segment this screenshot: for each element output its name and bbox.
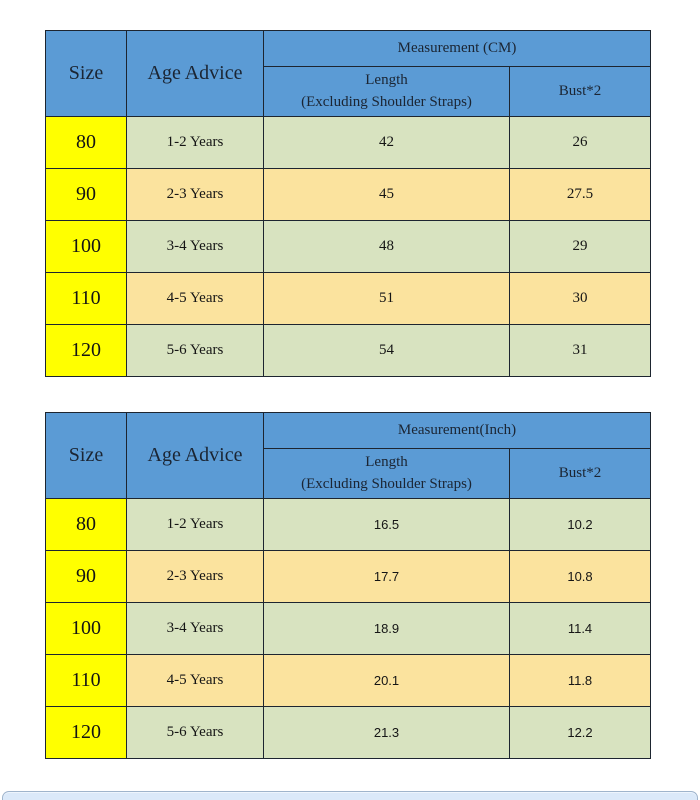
age-cell: 2-3 Years (126, 550, 264, 603)
length-cell: 42 (263, 116, 510, 169)
size-chart-table-inch: Size Age Advice Measurement(Inch) Length… (45, 412, 651, 759)
bust-cell: 29 (509, 220, 651, 273)
table-row: 90 2-3 Years 45 27.5 (45, 168, 651, 221)
length-label: Length (365, 71, 408, 88)
column-header-size: Size (45, 412, 127, 499)
size-cell: 120 (45, 706, 127, 759)
length-cell: 45 (263, 168, 510, 221)
length-cell: 17.7 (263, 550, 510, 603)
table-body-cm: 80 1-2 Years 42 26 90 2-3 Years 45 27.5 100 3-4 Y… (45, 116, 651, 377)
size-cell: 100 (45, 602, 127, 655)
size-cell: 100 (45, 220, 127, 273)
length-cell: 21.3 (263, 706, 510, 759)
age-cell: 3-4 Years (126, 220, 264, 273)
table-row: 110 4-5 Years 20.1 11.8 (45, 654, 651, 707)
bust-cell: 26 (509, 116, 651, 169)
bust-cell: 27.5 (509, 168, 651, 221)
column-header-length: Length (Excluding Shoulder Straps) (263, 448, 510, 499)
bust-cell: 11.4 (509, 602, 651, 655)
size-cell: 120 (45, 324, 127, 377)
column-header-measurement-inch: Measurement(Inch) (263, 412, 651, 449)
table-row: 110 4-5 Years 51 30 (45, 272, 651, 325)
bust-cell: 31 (509, 324, 651, 377)
age-cell: 5-6 Years (126, 706, 264, 759)
length-cell: 54 (263, 324, 510, 377)
size-cell: 110 (45, 654, 127, 707)
size-cell: 80 (45, 116, 127, 169)
table-row: 120 5-6 Years 54 31 (45, 324, 651, 377)
bust-cell: 12.2 (509, 706, 651, 759)
table-body-inch: 80 1-2 Years 16.5 10.2 90 2-3 Years 17.7 10.8 10… (45, 498, 651, 759)
length-label: Length (365, 453, 408, 470)
length-cell: 48 (263, 220, 510, 273)
column-header-length: Length (Excluding Shoulder Straps) (263, 66, 510, 117)
age-cell: 5-6 Years (126, 324, 264, 377)
bust-cell: 10.2 (509, 498, 651, 551)
length-cell: 16.5 (263, 498, 510, 551)
page-section-divider-panel-edge (2, 791, 698, 800)
size-cell: 90 (45, 168, 127, 221)
length-cell: 20.1 (263, 654, 510, 707)
size-chart-table-cm: Size Age Advice Measurement (CM) Length … (45, 30, 651, 377)
age-cell: 2-3 Years (126, 168, 264, 221)
age-cell: 1-2 Years (126, 116, 264, 169)
column-header-bust: Bust*2 (509, 448, 651, 499)
table-row: 80 1-2 Years 42 26 (45, 116, 651, 169)
table-row: 100 3-4 Years 48 29 (45, 220, 651, 273)
bust-cell: 30 (509, 272, 651, 325)
age-cell: 4-5 Years (126, 654, 264, 707)
bust-cell: 10.8 (509, 550, 651, 603)
table-row: 90 2-3 Years 17.7 10.8 (45, 550, 651, 603)
length-note: (Excluding Shoulder Straps) (301, 93, 472, 110)
table-header-inch: Size Age Advice Measurement(Inch) Length… (45, 412, 651, 499)
table-header-cm: Size Age Advice Measurement (CM) Length … (45, 30, 651, 117)
column-header-bust: Bust*2 (509, 66, 651, 117)
length-cell: 51 (263, 272, 510, 325)
size-cell: 80 (45, 498, 127, 551)
bust-cell: 11.8 (509, 654, 651, 707)
table-row: 80 1-2 Years 16.5 10.2 (45, 498, 651, 551)
length-cell: 18.9 (263, 602, 510, 655)
age-cell: 4-5 Years (126, 272, 264, 325)
age-cell: 1-2 Years (126, 498, 264, 551)
length-note: (Excluding Shoulder Straps) (301, 475, 472, 492)
table-row: 120 5-6 Years 21.3 12.2 (45, 706, 651, 759)
size-cell: 90 (45, 550, 127, 603)
age-cell: 3-4 Years (126, 602, 264, 655)
column-header-measurement-cm: Measurement (CM) (263, 30, 651, 67)
column-header-size: Size (45, 30, 127, 117)
column-header-age-advice: Age Advice (126, 30, 264, 117)
table-row: 100 3-4 Years 18.9 11.4 (45, 602, 651, 655)
size-cell: 110 (45, 272, 127, 325)
column-header-age-advice: Age Advice (126, 412, 264, 499)
